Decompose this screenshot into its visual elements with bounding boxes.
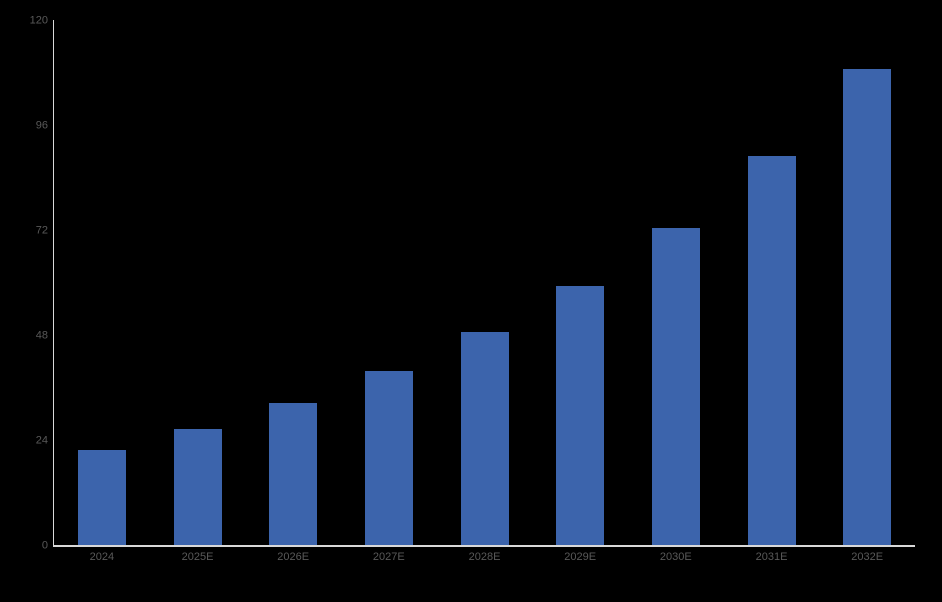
bar-2027E — [365, 371, 413, 545]
x-axis-label-2031E: 2031E — [755, 551, 788, 563]
x-axis-label-2028E: 2028E — [468, 551, 501, 563]
y-axis-tick-label: 0 — [41, 539, 48, 552]
x-axis-line — [53, 545, 915, 547]
x-axis-label-2024: 2024 — [89, 551, 115, 563]
x-axis-label-2032E: 2032E — [851, 551, 884, 563]
x-axis-label-2025E: 2025E — [181, 551, 214, 563]
bar-2025E — [174, 429, 222, 545]
y-axis-tick-label: 24 — [35, 434, 48, 447]
bar-2026E — [269, 403, 317, 545]
y-axis-tick-label: 48 — [35, 329, 48, 342]
bar-2030E — [652, 228, 700, 545]
bar-2032E — [843, 69, 891, 545]
y-axis-tick-label: 120 — [29, 14, 48, 27]
x-axis-label-2027E: 2027E — [372, 551, 405, 563]
y-axis-tick-label: 96 — [35, 119, 48, 132]
bar-2028E — [461, 332, 509, 545]
x-axis-label-2030E: 2030E — [659, 551, 692, 563]
x-axis-label-2029E: 2029E — [564, 551, 597, 563]
bar-2031E — [748, 156, 796, 545]
x-axis-label-2026E: 2026E — [277, 551, 310, 563]
bar-2029E — [556, 286, 604, 545]
y-axis-tick-label: 72 — [35, 224, 48, 237]
bar-2024 — [78, 450, 126, 545]
y-axis-line — [53, 20, 54, 546]
